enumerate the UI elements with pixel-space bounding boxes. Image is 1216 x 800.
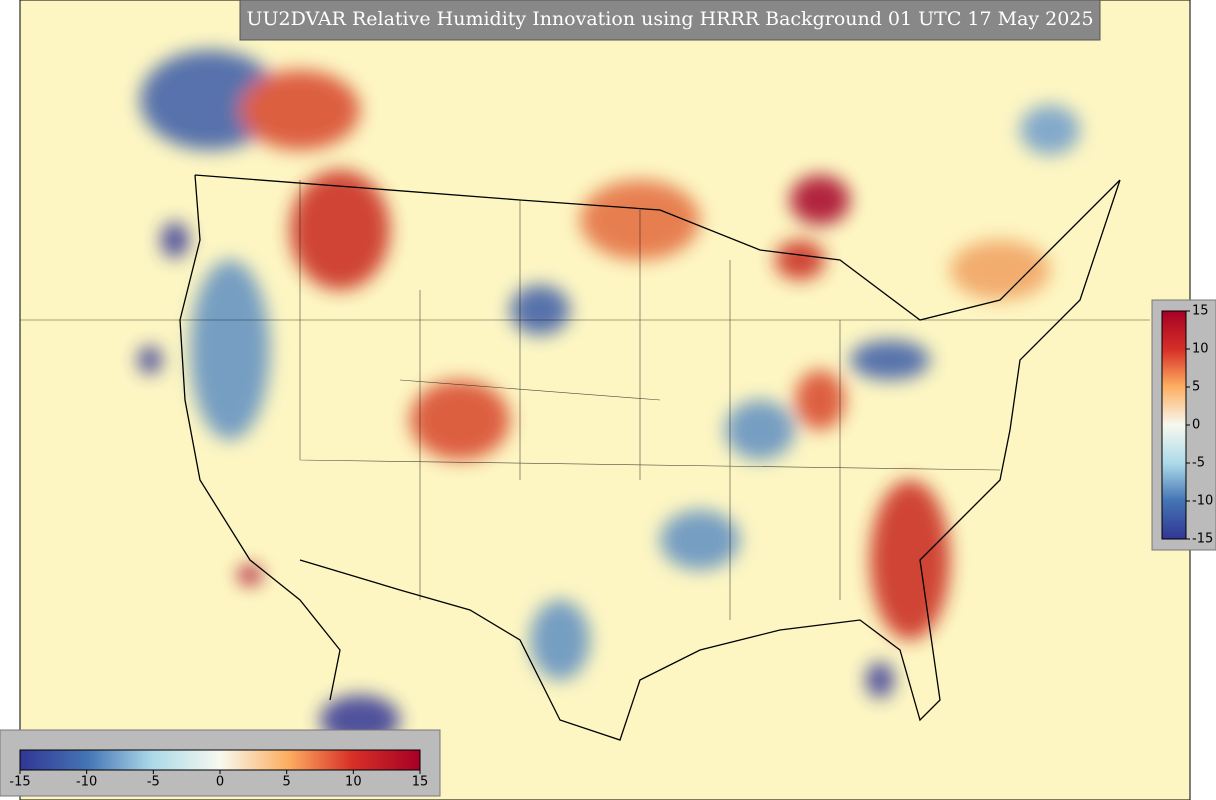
horizontal-colorbar: -15 -10 -5 0 5 10 15 [0,729,441,797]
title-box: UU2DVAR Relative Humidity Innovation usi… [239,0,1101,41]
tick-label: 5 [1192,380,1200,395]
tick-label: 0 [216,775,224,790]
vertical-colorbar: -15 -10 -5 0 5 10 15 [1151,299,1216,551]
tick-label: -5 [147,775,160,790]
map-title: UU2DVAR Relative Humidity Innovation usi… [246,8,1093,30]
tick-label: -15 [1192,532,1213,547]
tick-label: -5 [1192,456,1205,471]
tick-label: 5 [283,775,291,790]
tick-label: 10 [1192,342,1209,357]
tick-label: -15 [9,775,30,790]
tick-label: -10 [76,775,97,790]
tick-label: 10 [345,775,362,790]
tick-label: 15 [412,775,429,790]
tick-label: -10 [1192,494,1213,509]
map-field [19,0,1191,800]
tick-label: 0 [1192,418,1200,433]
tick-label: 15 [1192,304,1209,319]
